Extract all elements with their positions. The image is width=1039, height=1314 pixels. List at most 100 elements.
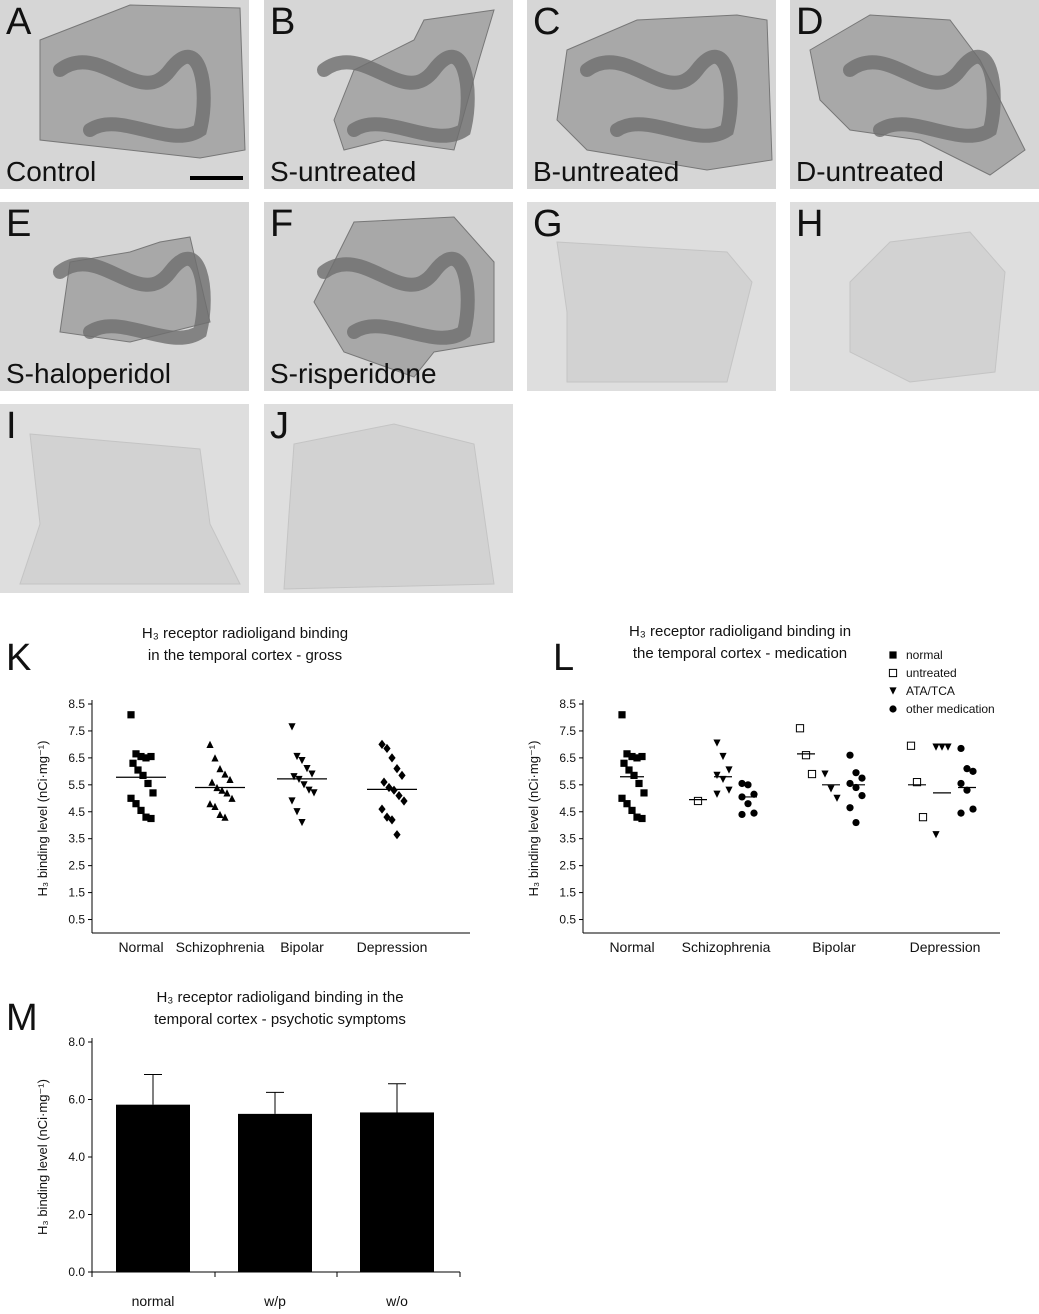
y-tick-label: 3.5 — [68, 832, 85, 846]
y-tick-label: 4.0 — [68, 1150, 85, 1164]
y-tick-label: 4.5 — [68, 805, 85, 819]
point — [744, 781, 752, 789]
point — [398, 770, 406, 780]
point — [932, 743, 940, 751]
y-tick-label: 5.5 — [559, 778, 576, 792]
panel-letter: E — [6, 203, 31, 245]
point — [744, 800, 752, 808]
point — [206, 800, 214, 808]
point — [211, 754, 219, 762]
panel-letter: L — [553, 637, 574, 679]
point — [308, 770, 316, 778]
point — [625, 766, 633, 774]
point — [846, 804, 854, 812]
point — [725, 766, 733, 774]
point — [738, 779, 746, 788]
chart-title: H₃ receptor radioligand binding in the — [156, 989, 403, 1006]
point — [827, 785, 835, 793]
point — [378, 804, 386, 814]
legend-label: normal — [906, 648, 943, 662]
point — [821, 770, 829, 778]
point — [378, 739, 386, 750]
legend-label: untreated — [906, 666, 957, 680]
point — [852, 769, 860, 777]
y-tick-label: 6.5 — [68, 751, 85, 765]
x-tick-label: Depression — [910, 939, 981, 955]
point — [969, 805, 977, 813]
y-tick-label: 2.0 — [68, 1208, 85, 1222]
point — [139, 771, 147, 779]
point — [906, 741, 916, 750]
panel-label: B-untreated — [533, 156, 679, 187]
x-tick-label: Normal — [609, 939, 654, 955]
y-tick-label: 0.0 — [68, 1265, 85, 1279]
point — [846, 751, 854, 759]
tissue-section — [556, 241, 753, 383]
chart-title: in the temporal cortex - gross — [148, 647, 342, 664]
point — [388, 753, 396, 763]
y-tick-label: 1.5 — [559, 886, 576, 900]
point — [633, 754, 641, 762]
point — [206, 740, 214, 749]
point — [288, 723, 296, 731]
panel-label: S-untreated — [270, 156, 416, 187]
x-tick-label: w/p — [263, 1293, 286, 1309]
y-tick-label: 4.5 — [559, 805, 576, 819]
x-tick-label: normal — [132, 1293, 175, 1309]
point — [693, 796, 703, 806]
point — [944, 743, 952, 751]
panel-letter: H — [796, 203, 823, 245]
y-axis-label: H₃ binding level (nCi·mg⁻¹) — [526, 741, 541, 897]
point — [750, 809, 758, 817]
panel-letter: J — [270, 405, 289, 447]
chart-title: H₃ receptor radioligand binding in — [629, 623, 851, 640]
y-tick-label: 8.0 — [68, 1035, 85, 1049]
point — [969, 767, 977, 775]
point — [218, 786, 226, 794]
grey-matter-band — [317, 252, 475, 345]
tissue-section — [19, 433, 241, 585]
x-tick-label: Depression — [357, 939, 428, 955]
legend-label: ATA/TCA — [906, 684, 955, 698]
y-tick-label: 2.5 — [68, 859, 85, 873]
point — [137, 806, 145, 815]
image-panel: C B-untreated — [527, 0, 776, 189]
legend-label: other medication — [906, 702, 995, 716]
point — [208, 778, 216, 786]
panel-letter: G — [533, 203, 563, 245]
point — [938, 743, 946, 751]
point — [134, 766, 142, 774]
point — [918, 813, 928, 822]
y-tick-label: 1.5 — [68, 886, 85, 900]
point — [216, 765, 224, 773]
image-panel: D D-untreated — [790, 0, 1039, 189]
point — [221, 813, 229, 821]
panel-label: D-untreated — [796, 156, 944, 187]
point — [132, 750, 140, 758]
point — [635, 779, 643, 788]
point — [303, 765, 311, 773]
point — [932, 831, 940, 839]
y-tick-label: 2.5 — [559, 859, 576, 873]
chart-title: the temporal cortex - medication — [633, 645, 847, 662]
point — [750, 790, 758, 798]
point — [713, 771, 721, 779]
y-tick-label: 3.5 — [559, 832, 576, 846]
point — [385, 782, 393, 793]
point — [618, 794, 626, 802]
point — [963, 765, 971, 773]
panel-letter: K — [6, 637, 31, 679]
point — [638, 814, 646, 823]
point — [300, 781, 308, 789]
point — [305, 786, 313, 794]
image-panel: E S-haloperidol — [0, 202, 249, 391]
point — [628, 752, 636, 761]
point — [957, 744, 965, 753]
point — [298, 818, 306, 827]
point — [713, 790, 721, 798]
legend-marker — [889, 705, 897, 713]
point — [633, 813, 641, 821]
point — [719, 775, 727, 784]
y-tick-label: 7.5 — [68, 724, 85, 738]
